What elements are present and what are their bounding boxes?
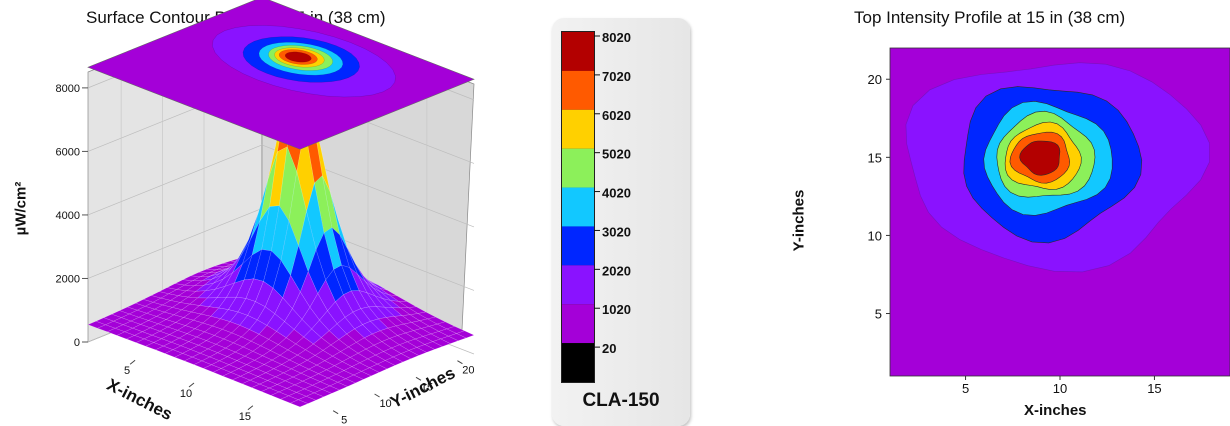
legend-label: 7020 <box>602 69 631 84</box>
legend-swatch <box>562 32 594 71</box>
surface-y-tick <box>457 360 463 365</box>
surface-y-tick-label: 20 <box>462 365 474 377</box>
heatmap-x-label: X-inches <box>1024 402 1087 419</box>
surface-patch <box>408 347 427 356</box>
surface-z-tick-label: 6000 <box>56 146 80 158</box>
legend-swatch <box>562 343 594 382</box>
legend-swatch <box>562 70 594 110</box>
heatmap-y-tick-label: 10 <box>868 228 882 243</box>
surface-patch <box>440 335 459 344</box>
surface-x-tick <box>188 382 195 388</box>
legend-label: 4020 <box>602 186 631 201</box>
surface-y-tick <box>374 393 380 398</box>
legend-label: 2020 <box>602 263 631 278</box>
surface-z-tick-label: 8000 <box>56 83 80 95</box>
heatmap-x-tick-label: 5 <box>962 381 969 396</box>
legend-label: 1020 <box>602 302 631 317</box>
surface-top-contour <box>284 51 312 63</box>
surface-patch <box>321 385 341 394</box>
legend-swatch <box>562 265 594 305</box>
surface-chart: Surface Contour Profile at 15 in (38 cm)… <box>0 0 520 426</box>
legend-swatch <box>562 187 594 227</box>
surface-patch <box>289 399 309 408</box>
heatmap-title: Top Intensity Profile at 15 in (38 cm) <box>854 8 1126 27</box>
legend-swatch <box>562 148 594 188</box>
heatmap-y-tick-label: 5 <box>875 307 882 322</box>
surface-y-tick-label: 15 <box>421 381 433 393</box>
surface-z-gridline <box>87 144 475 228</box>
heatmap-plot: 5 10 15 5 10 15 20 <box>868 47 1230 396</box>
legend-label: 8020 <box>602 30 631 45</box>
heatmap-y-tick-label: 15 <box>868 150 882 165</box>
heatmap-y-tick-label: 20 <box>868 72 882 87</box>
surface-patch <box>376 360 396 370</box>
surface-y-tick-label: 10 <box>379 398 391 410</box>
heatmap-x-tick-label: 15 <box>1147 381 1161 396</box>
surface-patch <box>353 371 372 380</box>
legend-label: 5020 <box>602 147 631 162</box>
legend-label: 3020 <box>602 224 631 239</box>
surface-z-tick-label: 4000 <box>56 210 80 222</box>
surface-x-tick <box>129 359 136 365</box>
surface-plot: 0 2000 4000 6000 8000 5 10 15 5 10 15 20 <box>56 0 475 426</box>
surface-patch <box>305 392 325 401</box>
legend-swatch <box>562 304 594 344</box>
surface-z-tick-label: 2000 <box>56 273 80 285</box>
legend-swatch <box>562 226 594 266</box>
heatmap-chart: Top Intensity Profile at 15 in (38 cm) Y… <box>770 0 1230 426</box>
legend-scale: 8020 7020 6020 5020 4020 3020 2020 1020 20 <box>561 30 631 383</box>
legend-label: 6020 <box>602 108 631 123</box>
surface-patch <box>400 350 420 359</box>
legend-label: 20 <box>602 341 616 356</box>
surface-y-tick-label: 5 <box>341 415 347 426</box>
legend-title: CLA-150 <box>582 390 660 411</box>
heatmap-contour <box>1019 140 1061 176</box>
legend-swatch <box>562 109 594 149</box>
surface-x-tick <box>247 405 254 411</box>
color-legend: 8020 7020 6020 5020 4020 3020 2020 1020 20 CLA-1… <box>540 0 700 426</box>
surface-z-tick-label: 0 <box>74 337 80 349</box>
surface-x-tick-label: 10 <box>180 388 192 400</box>
surface-x-tick-label: 15 <box>239 411 251 423</box>
surface-y-tick <box>332 410 339 415</box>
surface-x-tick-label: 5 <box>124 365 130 377</box>
heatmap-x-tick-label: 10 <box>1053 381 1067 396</box>
surface-y-tick <box>415 376 422 381</box>
